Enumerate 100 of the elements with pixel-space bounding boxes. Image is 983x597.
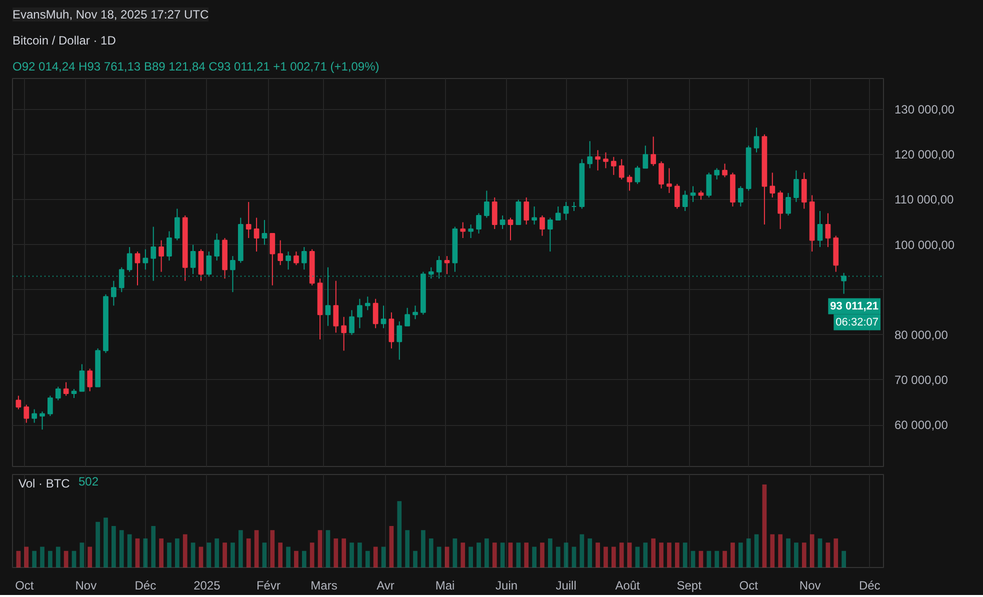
candlestick xyxy=(626,174,632,192)
candlestick xyxy=(198,248,204,282)
bar xyxy=(706,550,712,568)
candlestick xyxy=(444,256,450,275)
candlestick xyxy=(396,320,402,360)
bar xyxy=(508,542,513,568)
x-tick-label: Nov xyxy=(799,578,821,592)
chart-title: Vol · BTC xyxy=(18,476,70,490)
x-tick-label: Sept xyxy=(676,578,702,592)
candlestick xyxy=(722,163,728,178)
bar xyxy=(365,550,370,568)
y-tick-label: 70 000,00 xyxy=(894,372,948,387)
bar xyxy=(532,546,536,568)
bar xyxy=(564,542,568,568)
chart-subtitle: O92 014,24 H93 761,13 B89 121,84 C93 011,21 +1 002,71 (+1,09%) xyxy=(12,60,380,74)
bar xyxy=(834,538,838,568)
annotation: 502 xyxy=(78,474,99,488)
bar xyxy=(230,542,235,568)
bar xyxy=(659,542,664,568)
bar xyxy=(730,542,735,568)
bar xyxy=(238,530,243,568)
candlestick xyxy=(476,212,482,234)
bar xyxy=(222,542,227,568)
bar xyxy=(500,542,505,568)
candlestick xyxy=(794,170,799,202)
bar xyxy=(540,542,544,568)
candlestick xyxy=(270,233,276,286)
candlestick xyxy=(817,210,823,248)
bar xyxy=(452,538,458,568)
candlestick xyxy=(634,165,640,184)
candlestick xyxy=(349,310,354,336)
bar xyxy=(88,546,92,568)
bar xyxy=(143,538,148,568)
candlestick xyxy=(126,246,132,272)
bar xyxy=(104,518,108,568)
candlestick xyxy=(412,305,418,320)
candlestick xyxy=(468,224,474,239)
bar xyxy=(492,542,497,568)
bar xyxy=(64,550,68,568)
candlestick xyxy=(214,233,220,262)
bar xyxy=(389,526,394,568)
candlestick xyxy=(698,190,704,200)
candlestick xyxy=(825,212,831,248)
bar xyxy=(548,538,552,568)
bar xyxy=(524,542,529,568)
bar xyxy=(286,546,290,568)
bar xyxy=(580,534,584,568)
candlestick xyxy=(587,140,593,169)
bar xyxy=(667,542,672,568)
bar xyxy=(588,538,592,568)
bar xyxy=(754,534,759,568)
bar xyxy=(159,538,164,568)
candlestick xyxy=(294,251,299,266)
bar xyxy=(342,538,346,568)
candlestick xyxy=(618,158,624,180)
x-tick-label: Nov xyxy=(75,578,97,592)
bar xyxy=(762,484,767,568)
bar xyxy=(468,546,473,568)
candlestick xyxy=(32,408,38,424)
bar xyxy=(802,542,806,568)
candlestick xyxy=(404,307,410,326)
candlestick xyxy=(563,201,569,220)
bar xyxy=(674,542,680,568)
bar xyxy=(24,546,29,568)
candlestick xyxy=(40,411,45,430)
bar xyxy=(373,546,378,568)
bar xyxy=(40,546,44,568)
candlestick xyxy=(16,395,22,410)
bar xyxy=(826,542,830,568)
bar xyxy=(302,550,306,568)
bar xyxy=(413,550,418,568)
bar xyxy=(476,542,481,568)
bar xyxy=(326,530,330,568)
candlestick xyxy=(254,217,260,252)
candlestick xyxy=(754,127,760,153)
bar xyxy=(190,542,196,568)
bar xyxy=(358,542,362,568)
x-tick-label: Oct xyxy=(739,578,759,592)
candlestick xyxy=(508,217,514,241)
candlestick xyxy=(650,136,656,166)
bar xyxy=(611,546,616,568)
candlestick xyxy=(278,240,284,266)
x-tick-label: Déc xyxy=(858,578,880,592)
x-tick-label: Mai xyxy=(435,578,455,592)
candlestick xyxy=(174,208,180,241)
y-tick-label: 60 000,00 xyxy=(894,418,948,432)
x-tick-label: 2025 xyxy=(194,578,221,592)
bar xyxy=(112,526,116,568)
candlestick xyxy=(666,168,672,194)
bar xyxy=(643,542,648,568)
candlestick xyxy=(484,190,490,218)
bar xyxy=(135,538,140,568)
candlestick xyxy=(547,217,553,252)
bar xyxy=(198,546,204,568)
candlestick xyxy=(111,280,116,306)
bar xyxy=(698,550,704,568)
bar xyxy=(405,530,410,568)
candlestick xyxy=(658,160,664,189)
candlestick xyxy=(492,196,498,230)
bar xyxy=(174,538,180,568)
